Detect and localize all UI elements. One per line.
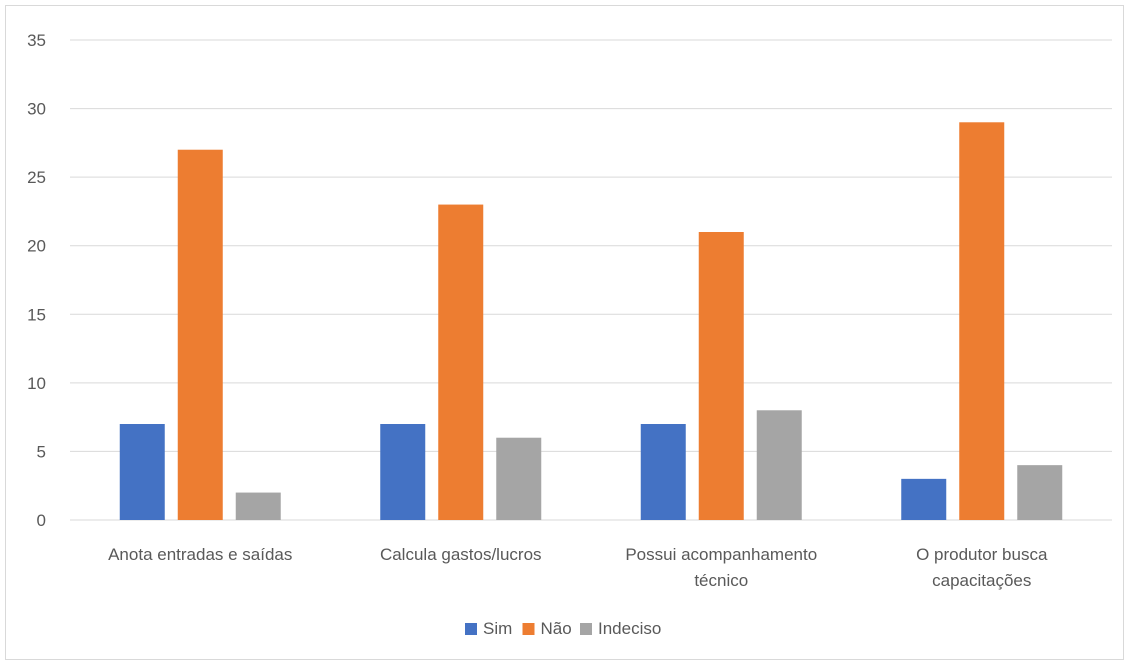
y-tick-label: 30 [27,100,46,119]
bar-sim [901,478,947,520]
y-tick-label: 15 [27,305,46,324]
bar-não [177,149,223,520]
legend-label: Não [541,619,572,638]
bar-indeciso [1017,465,1063,520]
bar-indeciso [756,410,802,520]
legend-swatch-indeciso [580,623,592,635]
x-tick-label: técnico [694,571,748,590]
bar-sim [640,424,686,520]
x-tick-label: Anota entradas e saídas [108,545,292,564]
y-tick-label: 10 [27,374,46,393]
bar-sim [119,424,165,520]
legend-label: Indeciso [598,619,661,638]
bar-chart: 0 5 10 15 20 25 30 35 Anota entradas e saídas Cal… [27,31,1112,638]
bar-não [438,204,484,521]
y-tick-label: 20 [27,237,46,256]
bar-indeciso [496,437,542,520]
bar-não [959,122,1005,521]
chart-frame: 0 5 10 15 20 25 30 35 Anota entradas e saídas Cal… [5,5,1124,660]
x-tick-label: Calcula gastos/lucros [380,545,542,564]
x-tick-label: Possui acompanhamento [625,545,817,564]
legend-label: Sim [483,619,512,638]
y-tick-label: 0 [37,511,46,530]
legend-swatch-sim [465,623,477,635]
bar-indeciso [235,492,281,520]
y-tick-label: 25 [27,168,46,187]
y-tick-label: 5 [37,442,46,461]
x-tick-label: O produtor busca [916,545,1048,564]
bar-sim [380,424,426,520]
y-tick-label: 35 [27,31,46,50]
legend-swatch-não [522,623,535,635]
x-tick-label: capacitações [932,571,1031,590]
bar-não [698,232,744,520]
